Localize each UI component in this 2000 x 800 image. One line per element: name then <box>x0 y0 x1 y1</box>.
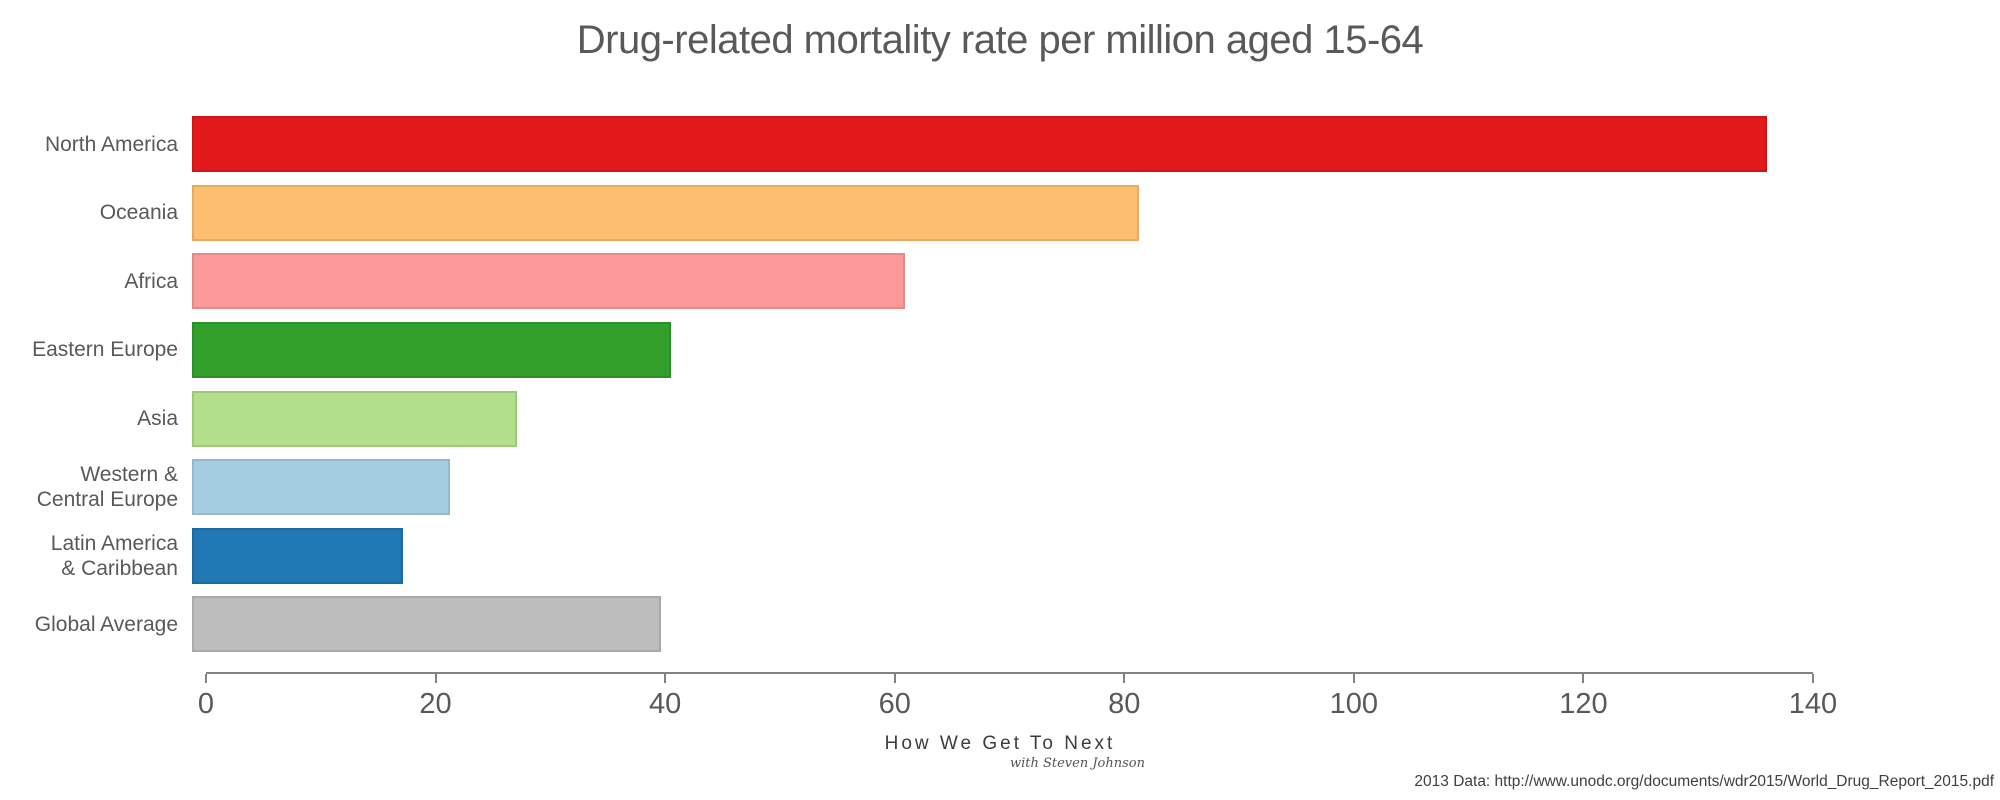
category-label: Oceania <box>99 201 178 225</box>
category-label: Western & Central Europe <box>36 463 178 512</box>
axis-tick-label: 0 <box>197 688 215 720</box>
bar-track <box>192 253 1799 310</box>
axis-tick-label: 120 <box>1559 688 1608 720</box>
bar-track <box>192 116 1799 173</box>
bar <box>192 116 1767 173</box>
source-citation: 2013 Data: http://www.unodc.org/document… <box>1414 773 1994 790</box>
bar <box>192 322 671 379</box>
chart-row: Eastern Europe <box>0 316 1799 385</box>
bar-track <box>192 527 1799 584</box>
chart-row: Western & Central Europe <box>0 453 1799 522</box>
category-label: North America <box>44 132 178 156</box>
category-label: Latin America & Caribbean <box>50 531 178 580</box>
bar <box>192 253 905 310</box>
branding: How We Get To Next with Steven Johnson <box>0 733 2000 771</box>
chart-row: North America <box>0 110 1799 179</box>
axis-tick-label: 140 <box>1788 688 1838 720</box>
bar-track <box>192 184 1799 241</box>
axis-tick-mark <box>893 674 896 683</box>
x-axis: 0 20 40 60 80 100 120 140 <box>198 672 1837 720</box>
axis-tick-mark <box>664 674 667 683</box>
bar <box>192 596 662 653</box>
axis-tick-mark <box>1123 674 1126 683</box>
chart-row: Africa <box>0 247 1799 316</box>
category-label: Asia <box>137 407 178 431</box>
axis-tick-label: 100 <box>1329 688 1379 720</box>
brand-byline: with Steven Johnson <box>1009 756 1145 771</box>
axis-tick-mark <box>1352 674 1355 683</box>
bar-track <box>192 459 1799 516</box>
axis-tick-mark <box>434 674 437 683</box>
axis-tick-label: 20 <box>419 688 452 720</box>
category-label: Eastern Europe <box>32 338 178 362</box>
chart-row: Latin America & Caribbean <box>0 522 1799 591</box>
bar <box>192 459 451 516</box>
axis-tick-label: 80 <box>1108 688 1141 720</box>
bar-track <box>192 322 1799 379</box>
axis-tick-label: 40 <box>649 688 682 720</box>
chart-row: Asia <box>0 384 1799 453</box>
axis-tick-mark <box>1582 674 1585 683</box>
chart-row: Global Average <box>0 590 1799 659</box>
axis-tick-mark <box>205 674 207 683</box>
bar-track <box>192 390 1799 447</box>
bar <box>192 527 404 584</box>
chart-row: Oceania <box>0 179 1799 248</box>
chart-title: Drug-related mortality rate per million … <box>576 18 1424 62</box>
bar-rows: North America Oceania Africa Eastern Europe… <box>0 110 1799 659</box>
bar-track <box>192 596 1799 653</box>
category-label: Global Average <box>34 612 178 636</box>
bar <box>192 184 1139 241</box>
category-label: Africa <box>124 269 178 293</box>
axis-tick-label: 60 <box>878 688 911 720</box>
bar <box>192 390 517 447</box>
brand-name: How We Get To Next <box>884 733 1116 754</box>
axis-tick-mark <box>1812 674 1814 683</box>
